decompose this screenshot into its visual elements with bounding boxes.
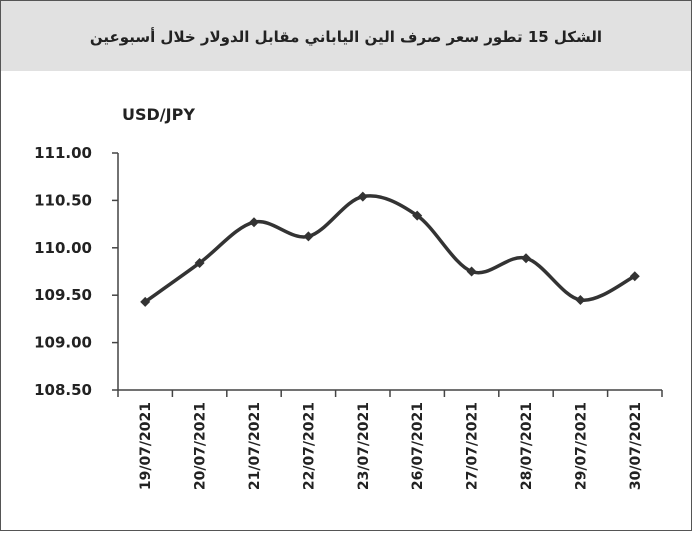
x-tick-label: 20/07/2021	[193, 402, 209, 490]
x-tick-label: 27/07/2021	[465, 402, 481, 490]
marker	[249, 217, 259, 228]
x-tick-label: 30/07/2021	[628, 402, 644, 490]
marker	[412, 210, 423, 221]
y-tick-label: 110.50	[34, 191, 92, 209]
x-tick-label: 21/07/2021	[247, 402, 263, 490]
y-tick-label: 109.50	[34, 286, 92, 304]
x-tick-label: 22/07/2021	[301, 402, 317, 490]
header	[1, 1, 691, 71]
marker	[575, 294, 586, 305]
y-tick-label: 109.00	[34, 334, 92, 352]
marker	[194, 257, 205, 268]
marker	[629, 271, 640, 282]
marker	[357, 191, 368, 202]
x-tick-label: 26/07/2021	[410, 402, 426, 490]
x-tick-label: 29/07/2021	[573, 402, 589, 490]
x-tick-label: 23/07/2021	[356, 402, 372, 490]
marker	[521, 253, 531, 264]
marker	[140, 296, 151, 307]
marker	[466, 266, 477, 277]
y-tick-label: 111.00	[34, 144, 92, 162]
y-tick-label: 108.50	[34, 381, 92, 399]
x-tick-label: 19/07/2021	[138, 402, 154, 490]
y-tick-label: 110.00	[34, 239, 92, 257]
x-tick-label: 28/07/2021	[519, 402, 535, 490]
marker	[303, 231, 314, 242]
line	[144, 194, 636, 304]
y-axis-label: USD/JPY	[122, 105, 195, 124]
chart-title: الشكل 15 تطور سعر صرف الين الياباني مقاب…	[90, 27, 602, 46]
